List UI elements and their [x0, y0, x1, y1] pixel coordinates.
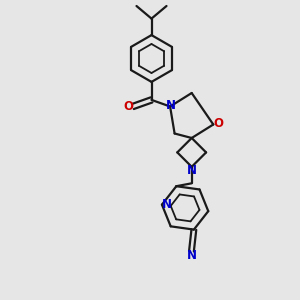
Text: N: N — [187, 250, 196, 262]
Text: N: N — [162, 198, 172, 211]
Text: N: N — [166, 99, 176, 112]
Text: O: O — [214, 117, 224, 130]
Text: O: O — [123, 100, 133, 113]
Text: N: N — [187, 164, 197, 178]
